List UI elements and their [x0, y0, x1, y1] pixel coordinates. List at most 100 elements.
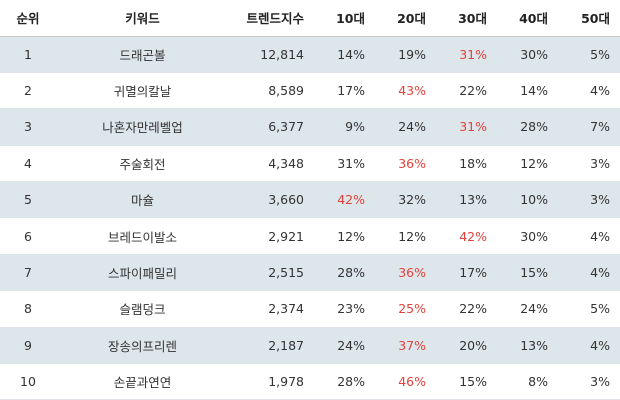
age-20s-cell: 25% [375, 290, 436, 328]
age-40s-cell: 24% [497, 290, 558, 328]
rank-cell: 8 [0, 290, 56, 328]
age-50s-cell: 4% [558, 217, 620, 255]
table-row: 5 마슐 3,660 42% 32% 13% 10% 3% [0, 181, 620, 219]
age-10s-cell: 9% [314, 108, 375, 146]
rank-cell: 6 [0, 217, 56, 255]
trend-index-cell: 2,187 [229, 327, 314, 365]
age-20s-cell: 12% [375, 217, 436, 255]
header-age-40s: 40대 [497, 0, 558, 37]
table-row: 2 귀멸의칼날 8,589 17% 43% 22% 14% 4% [0, 72, 620, 110]
age-10s-cell: 14% [314, 36, 375, 73]
age-30s-cell: 15% [436, 363, 497, 400]
table-header: 순위 키워드 트렌드지수 10대 20대 30대 40대 50대 [0, 0, 620, 37]
rank-cell: 3 [0, 108, 56, 146]
age-30s-cell: 13% [436, 181, 497, 219]
age-20s-cell: 24% [375, 108, 436, 146]
age-30s-cell: 20% [436, 327, 497, 365]
age-10s-cell: 12% [314, 217, 375, 255]
age-50s-cell: 4% [558, 72, 620, 110]
keyword-cell: 드래곤볼 [56, 36, 229, 73]
header-keyword: 키워드 [56, 0, 229, 37]
keyword-cell: 브레드이발소 [56, 217, 229, 255]
table-row: 3 나혼자만레벨업 6,377 9% 24% 31% 28% 7% [0, 108, 620, 146]
age-50s-cell: 3% [558, 181, 620, 219]
rank-cell: 7 [0, 254, 56, 292]
rank-cell: 5 [0, 181, 56, 219]
keyword-cell: 주술회전 [56, 145, 229, 183]
trend-index-cell: 2,515 [229, 254, 314, 292]
age-40s-cell: 30% [497, 217, 558, 255]
age-40s-cell: 30% [497, 36, 558, 73]
age-10s-cell: 28% [314, 254, 375, 292]
age-20s-cell: 43% [375, 72, 436, 110]
keyword-cell: 손끝과연연 [56, 363, 229, 400]
age-10s-cell: 23% [314, 290, 375, 328]
age-10s-cell: 42% [314, 181, 375, 219]
age-20s-cell: 36% [375, 145, 436, 183]
age-50s-cell: 7% [558, 108, 620, 146]
age-10s-cell: 24% [314, 327, 375, 365]
table-row: 7 스파이패밀리 2,515 28% 36% 17% 15% 4% [0, 254, 620, 292]
rank-cell: 9 [0, 327, 56, 365]
table-row: 6 브레드이발소 2,921 12% 12% 42% 30% 4% [0, 217, 620, 255]
trend-index-cell: 2,921 [229, 217, 314, 255]
age-20s-cell: 32% [375, 181, 436, 219]
keyword-cell: 나혼자만레벨업 [56, 108, 229, 146]
header-rank: 순위 [0, 0, 56, 37]
rank-cell: 2 [0, 72, 56, 110]
age-30s-cell: 22% [436, 72, 497, 110]
age-30s-cell: 42% [436, 217, 497, 255]
header-age-30s: 30대 [436, 0, 497, 37]
header-age-20s: 20대 [375, 0, 436, 37]
table-body: 1 드래곤볼 12,814 14% 19% 31% 30% 5% 2 귀멸의칼날 8,589 17% 4… [0, 36, 620, 400]
rank-cell: 4 [0, 145, 56, 183]
age-30s-cell: 31% [436, 108, 497, 146]
age-20s-cell: 37% [375, 327, 436, 365]
age-40s-cell: 14% [497, 72, 558, 110]
age-50s-cell: 5% [558, 36, 620, 73]
trend-index-cell: 2,374 [229, 290, 314, 328]
age-30s-cell: 31% [436, 36, 497, 73]
keyword-cell: 스파이패밀리 [56, 254, 229, 292]
age-40s-cell: 10% [497, 181, 558, 219]
keyword-cell: 마슐 [56, 181, 229, 219]
keyword-cell: 슬램덩크 [56, 290, 229, 328]
trend-index-cell: 1,978 [229, 363, 314, 400]
rank-cell: 10 [0, 363, 56, 400]
age-50s-cell: 3% [558, 145, 620, 183]
header-age-10s: 10대 [314, 0, 375, 37]
table-row: 9 장송의프리렌 2,187 24% 37% 20% 13% 4% [0, 327, 620, 365]
age-40s-cell: 12% [497, 145, 558, 183]
header-trend-index: 트렌드지수 [229, 0, 314, 37]
age-20s-cell: 46% [375, 363, 436, 400]
age-50s-cell: 3% [558, 363, 620, 400]
trend-index-cell: 6,377 [229, 108, 314, 146]
age-50s-cell: 5% [558, 290, 620, 328]
age-30s-cell: 18% [436, 145, 497, 183]
rank-cell: 1 [0, 36, 56, 73]
age-10s-cell: 28% [314, 363, 375, 400]
age-50s-cell: 4% [558, 254, 620, 292]
age-50s-cell: 4% [558, 327, 620, 365]
trend-index-cell: 12,814 [229, 36, 314, 73]
age-20s-cell: 19% [375, 36, 436, 73]
table-row: 8 슬램덩크 2,374 23% 25% 22% 24% 5% [0, 290, 620, 328]
trend-index-cell: 4,348 [229, 145, 314, 183]
age-40s-cell: 15% [497, 254, 558, 292]
keyword-cell: 장송의프리렌 [56, 327, 229, 365]
table-row: 4 주술회전 4,348 31% 36% 18% 12% 3% [0, 145, 620, 183]
age-30s-cell: 22% [436, 290, 497, 328]
table-row: 1 드래곤볼 12,814 14% 19% 31% 30% 5% [0, 36, 620, 73]
trend-index-cell: 3,660 [229, 181, 314, 219]
age-40s-cell: 28% [497, 108, 558, 146]
trend-index-cell: 8,589 [229, 72, 314, 110]
age-40s-cell: 8% [497, 363, 558, 400]
header-age-50s: 50대 [558, 0, 620, 37]
age-10s-cell: 17% [314, 72, 375, 110]
header-row: 순위 키워드 트렌드지수 10대 20대 30대 40대 50대 [0, 0, 620, 37]
age-40s-cell: 13% [497, 327, 558, 365]
age-20s-cell: 36% [375, 254, 436, 292]
table-row: 10 손끝과연연 1,978 28% 46% 15% 8% 3% [0, 363, 620, 400]
